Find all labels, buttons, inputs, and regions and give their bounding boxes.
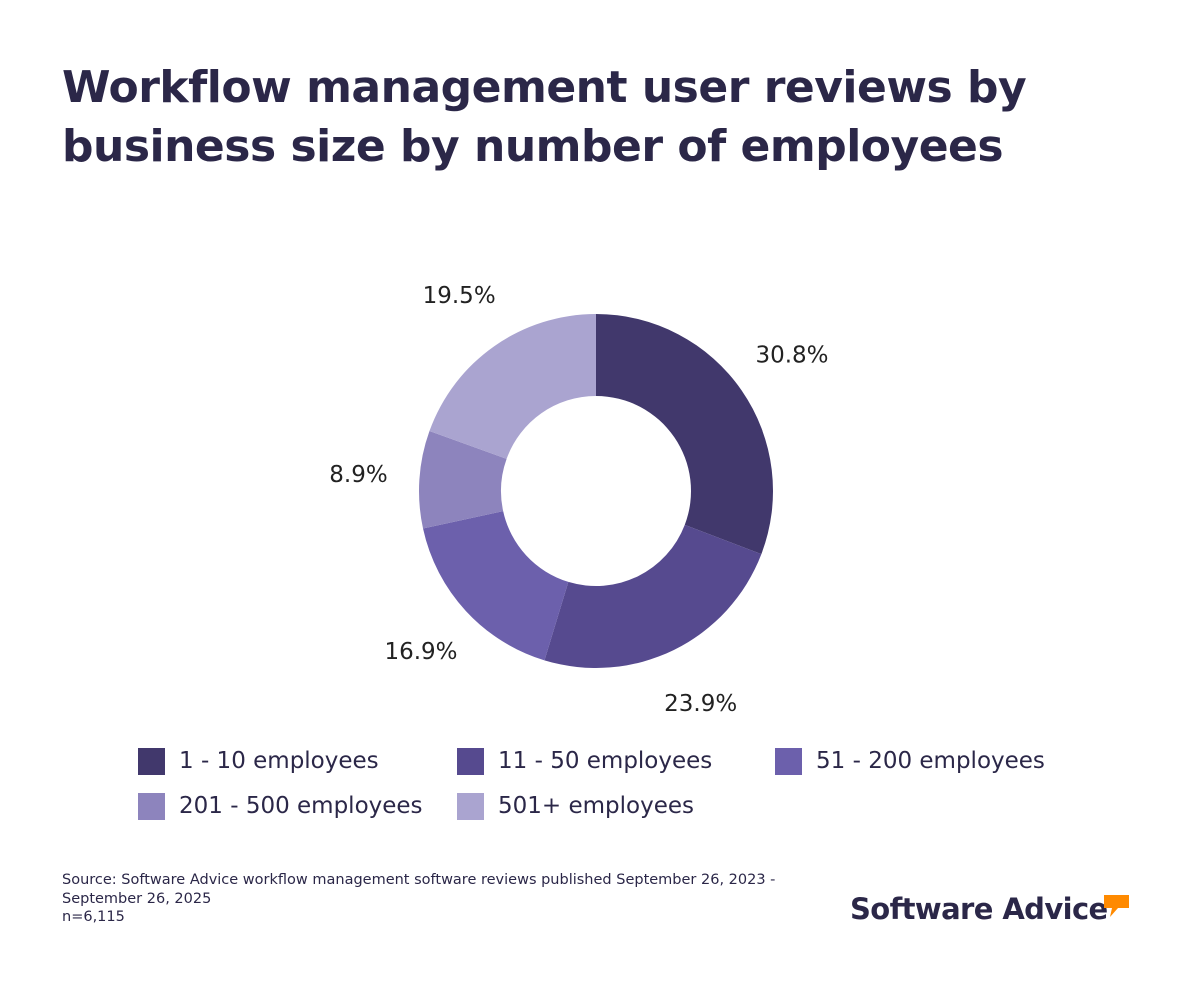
slice-501-employees xyxy=(429,314,596,459)
legend-label: 1 - 10 employees xyxy=(179,748,379,774)
legend-swatch xyxy=(138,792,165,820)
donut-chart: 30.8% 23.9% 16.9% 8.9% 19.5% xyxy=(329,283,828,717)
data-label: 30.8% xyxy=(755,342,828,368)
data-label: 16.9% xyxy=(384,639,457,665)
data-label: 23.9% xyxy=(664,691,737,717)
source-note: Source: Software Advice workflow managem… xyxy=(62,871,782,927)
software-advice-logo: Software Advice xyxy=(850,890,1140,934)
source-text: Source: Software Advice workflow managem… xyxy=(62,872,776,907)
slice-1-10-employees xyxy=(596,314,773,555)
legend-label: 11 - 50 employees xyxy=(498,748,713,774)
speech-bubble-icon xyxy=(1104,895,1129,917)
legend-item: 11 - 50 employees xyxy=(457,746,712,776)
legend-item: 1 - 10 employees xyxy=(138,746,379,776)
legend-label: 51 - 200 employees xyxy=(816,748,1045,774)
legend-swatch xyxy=(138,747,165,775)
slice-11-50-employees xyxy=(544,524,762,668)
legend-swatch xyxy=(457,792,484,820)
chart-title: Workflow management user reviews by busi… xyxy=(62,62,1027,172)
legend-item: 51 - 200 employees xyxy=(775,746,1045,776)
legend-swatch xyxy=(775,747,802,775)
legend-item: 501+ employees xyxy=(457,791,694,821)
slice-201-500-employees xyxy=(418,431,507,529)
legend-label: 501+ employees xyxy=(498,793,694,819)
slice-51-200-employees xyxy=(423,511,569,661)
data-label: 8.9% xyxy=(329,462,387,488)
legend-label: 201 - 500 employees xyxy=(179,793,423,819)
legend-swatch xyxy=(457,747,484,775)
brand-name: Software Advice xyxy=(850,892,1108,926)
legend-item: 201 - 500 employees xyxy=(138,791,423,821)
sample-size: n=6,115 xyxy=(62,909,125,925)
data-label: 19.5% xyxy=(423,283,496,309)
